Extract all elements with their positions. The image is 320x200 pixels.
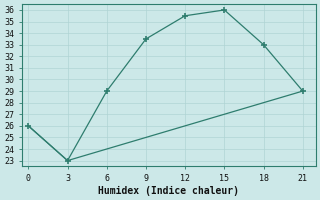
X-axis label: Humidex (Indice chaleur): Humidex (Indice chaleur) [98, 186, 239, 196]
